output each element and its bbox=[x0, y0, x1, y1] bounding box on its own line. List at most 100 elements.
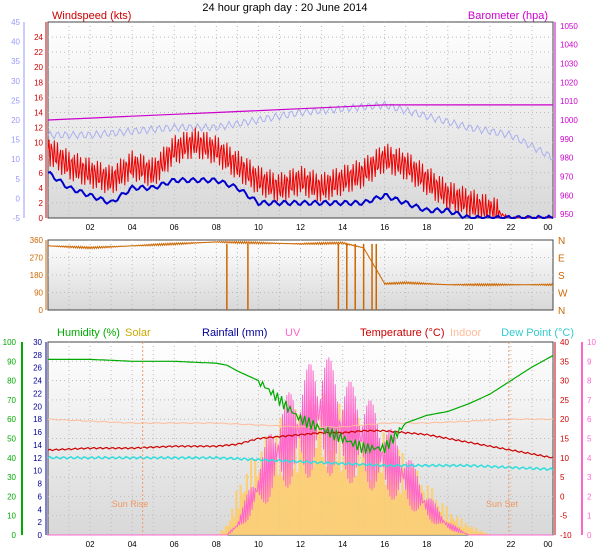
x-tick-label: 10 bbox=[254, 540, 263, 549]
tick-left-outer: 15 bbox=[11, 136, 20, 145]
x-tick-label: 22 bbox=[506, 223, 515, 232]
tick-rainfall: 0 bbox=[38, 531, 43, 540]
solar-bar bbox=[466, 526, 469, 535]
tick-direction: 0 bbox=[39, 306, 44, 315]
tick-temperature: -5 bbox=[560, 512, 568, 521]
solar-bar bbox=[447, 521, 450, 535]
solar-bar bbox=[294, 409, 297, 535]
tick-left-outer: 25 bbox=[11, 96, 20, 105]
label-dewpoint: Dew Point (°C) bbox=[501, 327, 574, 339]
x-tick-label: 00 bbox=[544, 223, 553, 232]
tick-rainfall: 14 bbox=[33, 441, 42, 450]
tick-humidity: 20 bbox=[7, 492, 16, 501]
solar-bar bbox=[479, 530, 482, 535]
tick-temperature: 15 bbox=[560, 435, 569, 444]
solar-bar bbox=[384, 484, 387, 535]
tick-left-outer: 0 bbox=[16, 194, 21, 203]
panel-temp-hum-axes: 0102030405060708090100024681012141618202… bbox=[3, 338, 597, 540]
tick-left-inner: 20 bbox=[34, 63, 43, 72]
solar-bar bbox=[361, 441, 364, 535]
x-tick-label: 16 bbox=[380, 540, 389, 549]
tick-right: 1030 bbox=[560, 59, 578, 68]
tick-rainfall: 2 bbox=[38, 518, 43, 527]
tick-left-outer: 10 bbox=[11, 155, 20, 164]
tick-direction: 270 bbox=[30, 254, 44, 263]
tick-left-inner: 14 bbox=[34, 108, 43, 117]
tick-temperature: 0 bbox=[560, 492, 565, 501]
tick-uv: 1 bbox=[587, 512, 592, 521]
tick-left-outer: 5 bbox=[16, 175, 21, 184]
tick-right: 980 bbox=[560, 154, 574, 163]
tick-left-inner: 8 bbox=[39, 154, 44, 163]
tick-rainfall: 20 bbox=[33, 402, 42, 411]
solar-bar bbox=[329, 450, 333, 535]
tick-uv: 7 bbox=[587, 396, 592, 405]
solar-bar bbox=[397, 449, 400, 535]
tick-right: 960 bbox=[560, 191, 574, 200]
solar-bar bbox=[296, 472, 299, 535]
tick-right: 950 bbox=[560, 210, 574, 219]
solar-bar bbox=[285, 456, 288, 535]
tick-left-inner: 0 bbox=[39, 214, 44, 223]
compass-label: W bbox=[558, 289, 568, 300]
solar-bar bbox=[336, 460, 339, 535]
panel-wind-baro-series bbox=[47, 100, 554, 220]
tick-rainfall: 16 bbox=[33, 428, 42, 437]
tick-direction: 360 bbox=[30, 236, 44, 245]
solar-bar bbox=[281, 476, 284, 535]
tick-humidity: 30 bbox=[7, 473, 16, 482]
series-temperature bbox=[47, 429, 554, 459]
solar-bar bbox=[475, 527, 478, 535]
solar-bar bbox=[409, 490, 413, 535]
tick-humidity: 90 bbox=[7, 357, 16, 366]
solar-bar bbox=[224, 525, 227, 535]
solar-bar bbox=[418, 500, 421, 535]
tick-uv: 6 bbox=[587, 415, 592, 424]
series-barometer bbox=[47, 104, 553, 121]
solar-bar bbox=[287, 446, 291, 535]
tick-humidity: 100 bbox=[3, 338, 17, 347]
solar-bar bbox=[313, 404, 316, 535]
tick-right: 990 bbox=[560, 135, 574, 144]
solar-bar bbox=[252, 494, 255, 535]
solar-bar bbox=[367, 422, 371, 535]
solar-bar bbox=[428, 510, 432, 535]
tick-rainfall: 30 bbox=[33, 338, 42, 347]
tick-left-outer: 35 bbox=[11, 57, 20, 66]
x-tick-label: 20 bbox=[464, 223, 473, 232]
solar-bar bbox=[382, 432, 385, 535]
series-indoor bbox=[47, 418, 554, 428]
solar-bar bbox=[325, 466, 328, 535]
tick-right: 1010 bbox=[560, 97, 578, 106]
label-solar: Solar bbox=[125, 327, 151, 339]
solar-bar bbox=[266, 484, 270, 535]
tick-rainfall: 10 bbox=[33, 467, 42, 476]
solar-bar bbox=[342, 409, 345, 535]
solar-bar bbox=[289, 427, 293, 535]
tick-temperature: 30 bbox=[560, 377, 569, 386]
tick-left-inner: 24 bbox=[34, 33, 43, 42]
solar-bar bbox=[300, 452, 303, 535]
panel-temp-hum-xticks: 02 04 06 08 10 12 14 16 18 20 22 00 bbox=[86, 540, 553, 549]
series-direction bbox=[48, 240, 554, 287]
solar-bar bbox=[420, 484, 423, 535]
tick-left-inner: 22 bbox=[34, 48, 43, 57]
solar-bar bbox=[344, 457, 347, 535]
solar-bar bbox=[416, 470, 419, 535]
solar-bar bbox=[462, 527, 465, 535]
solar-bar bbox=[226, 525, 230, 535]
label-barometer: Barometer (hpa) bbox=[468, 10, 548, 22]
tick-humidity: 10 bbox=[7, 512, 16, 521]
panel-wind-baro-axes: -505101520253035404502468101214161820222… bbox=[11, 18, 578, 223]
panel-wind-baro: Windspeed (kts) Barometer (hpa) -5 0 5 10 15… bbox=[11, 10, 578, 232]
tick-rainfall: 18 bbox=[33, 415, 42, 424]
label-windspeed: Windspeed (kts) bbox=[52, 10, 131, 22]
panel-direction-series bbox=[48, 240, 554, 310]
x-tick-label: 14 bbox=[338, 223, 347, 232]
x-tick-label: 10 bbox=[254, 223, 263, 232]
solar-bar bbox=[315, 447, 318, 535]
tick-left-inner: 4 bbox=[39, 184, 44, 193]
solar-bar bbox=[271, 464, 274, 535]
